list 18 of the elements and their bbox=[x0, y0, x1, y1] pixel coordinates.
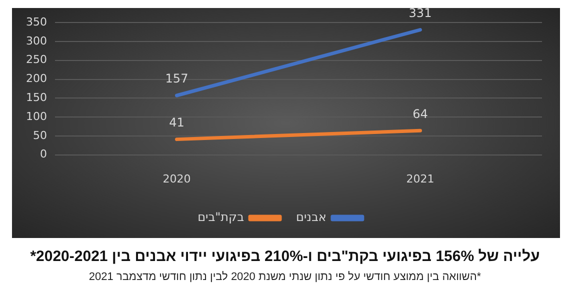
y-tick-label: 200 bbox=[26, 72, 47, 86]
x-tick-label: 2020 bbox=[162, 172, 191, 186]
data-label: 157 bbox=[165, 72, 188, 86]
y-tick-label: 250 bbox=[26, 53, 47, 66]
legend-label: אבנים bbox=[296, 210, 326, 224]
y-tick-label: 300 bbox=[26, 34, 47, 48]
data-label: 41 bbox=[169, 115, 184, 130]
y-tick-label: 150 bbox=[26, 91, 47, 104]
y-tick-label: 100 bbox=[26, 110, 47, 123]
data-label: 64 bbox=[412, 106, 428, 121]
text: עלייה של 156% בפיגועי בקת"בים ו-210% בפיגועי יידוי אבנים בין 2020-2021* bbox=[29, 248, 541, 265]
y-tick-label: 50 bbox=[32, 128, 47, 142]
data-label: 331 bbox=[408, 6, 432, 20]
y-tick-label: 0 bbox=[40, 148, 47, 161]
legend-label: בקת"בים bbox=[198, 210, 244, 224]
x-tick-label: 2021 bbox=[406, 172, 434, 186]
text: *השוואה בין ממוצע חודשי על פי נתון שנתי משנת 2020 לבין נתון חודשי מדצמבר 2021 bbox=[88, 271, 482, 283]
y-tick-label: 350 bbox=[26, 15, 47, 28]
